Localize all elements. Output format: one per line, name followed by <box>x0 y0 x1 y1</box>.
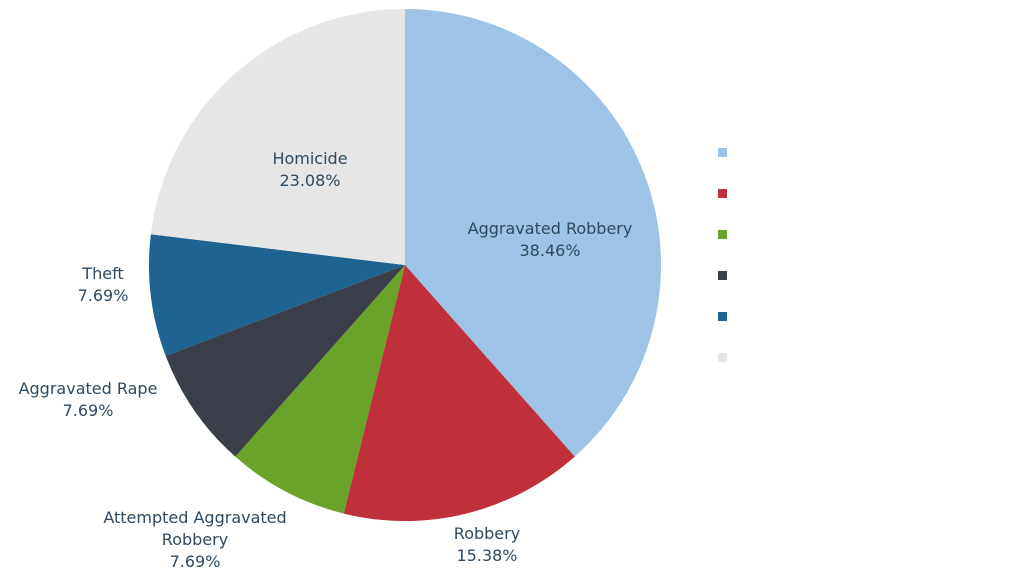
legend-item: Robbery <box>718 189 733 198</box>
legend-swatch <box>718 353 727 362</box>
label-value: 7.69% <box>169 552 221 571</box>
legend-item: Attempted Aggravated Robbery <box>718 230 733 239</box>
data-label: Homicide 23.08% <box>272 148 347 192</box>
pie-slice <box>343 265 575 521</box>
label-value: 7.69% <box>62 401 114 420</box>
label-name: Robbery <box>453 524 521 543</box>
label-name: Aggravated Robbery <box>467 219 633 238</box>
label-value: 7.69% <box>77 286 129 305</box>
legend-item: Homicide <box>718 353 733 362</box>
pie-slice <box>405 9 662 457</box>
label-value: 38.46% <box>519 241 581 260</box>
data-label: Aggravated Robbery 38.46% <box>468 218 633 262</box>
legend-swatch <box>718 148 727 157</box>
data-label: Attempted Aggravated Robbery 7.69% <box>95 507 295 573</box>
legend-swatch <box>718 271 727 280</box>
legend-swatch <box>718 312 727 321</box>
pie-slice <box>150 9 405 265</box>
legend-swatch <box>718 230 727 239</box>
label-name: Aggravated Rape <box>18 379 158 398</box>
pie-slice <box>235 265 405 514</box>
data-label: Robbery 15.38% <box>454 523 520 567</box>
legend-item: Theft <box>718 312 733 321</box>
data-label: Theft 7.69% <box>78 263 129 307</box>
label-name: Attempted Aggravated Robbery <box>103 508 287 549</box>
legend-swatch <box>718 189 727 198</box>
label-value: 15.38% <box>456 546 518 565</box>
label-value: 23.08% <box>279 171 341 190</box>
legend-item: Aggravated Robbery <box>718 148 733 157</box>
pie-slice <box>149 234 405 356</box>
pie-slice <box>165 265 405 457</box>
label-name: Homicide <box>272 149 348 168</box>
data-label: Aggravated Rape 7.69% <box>19 378 158 422</box>
label-name: Theft <box>82 264 124 283</box>
legend-item: Aggravated Rape <box>718 271 733 280</box>
